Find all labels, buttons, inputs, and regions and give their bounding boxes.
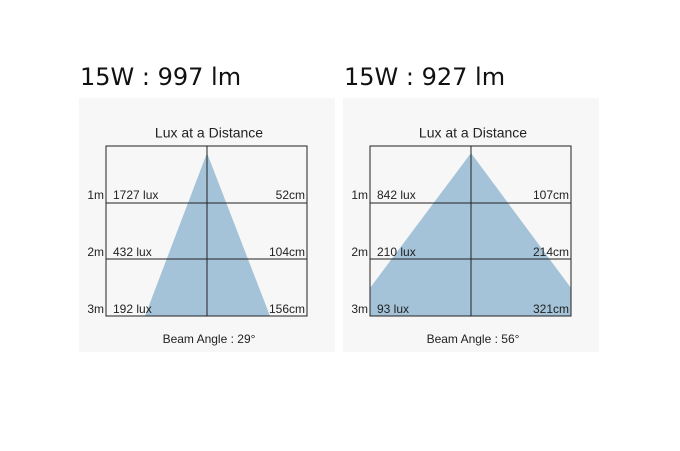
panel-title: 15W : 927 lm (344, 63, 505, 91)
panel-title: 15W : 997 lm (80, 63, 241, 91)
grid (369, 145, 572, 317)
diameter-label: 214cm (533, 245, 569, 259)
distance-label: 3m (87, 302, 104, 316)
lux-label: 1727 lux (113, 188, 158, 202)
lux-label: 93 lux (377, 302, 409, 316)
distance-label: 2m (87, 245, 104, 259)
diameter-label: 156cm (269, 302, 305, 316)
lux-label: 842 lux (377, 188, 416, 202)
distance-label: 1m (87, 188, 104, 202)
diameter-label: 52cm (276, 188, 305, 202)
diameter-label: 104cm (269, 245, 305, 259)
beam-angle: Beam Angle : 56° (427, 332, 520, 346)
beam-angle: Beam Angle : 29° (163, 332, 256, 346)
distance-label: 1m (351, 188, 368, 202)
grid (105, 145, 308, 317)
chart-title: Lux at a Distance (155, 125, 263, 141)
distance-label: 3m (351, 302, 368, 316)
diameter-label: 107cm (533, 188, 569, 202)
diameter-label: 321cm (533, 302, 569, 316)
lux-label: 192 lux (113, 302, 152, 316)
chart-title: Lux at a Distance (419, 125, 527, 141)
distance-label: 2m (351, 245, 368, 259)
lux-label: 432 lux (113, 245, 152, 259)
lux-label: 210 lux (377, 245, 416, 259)
